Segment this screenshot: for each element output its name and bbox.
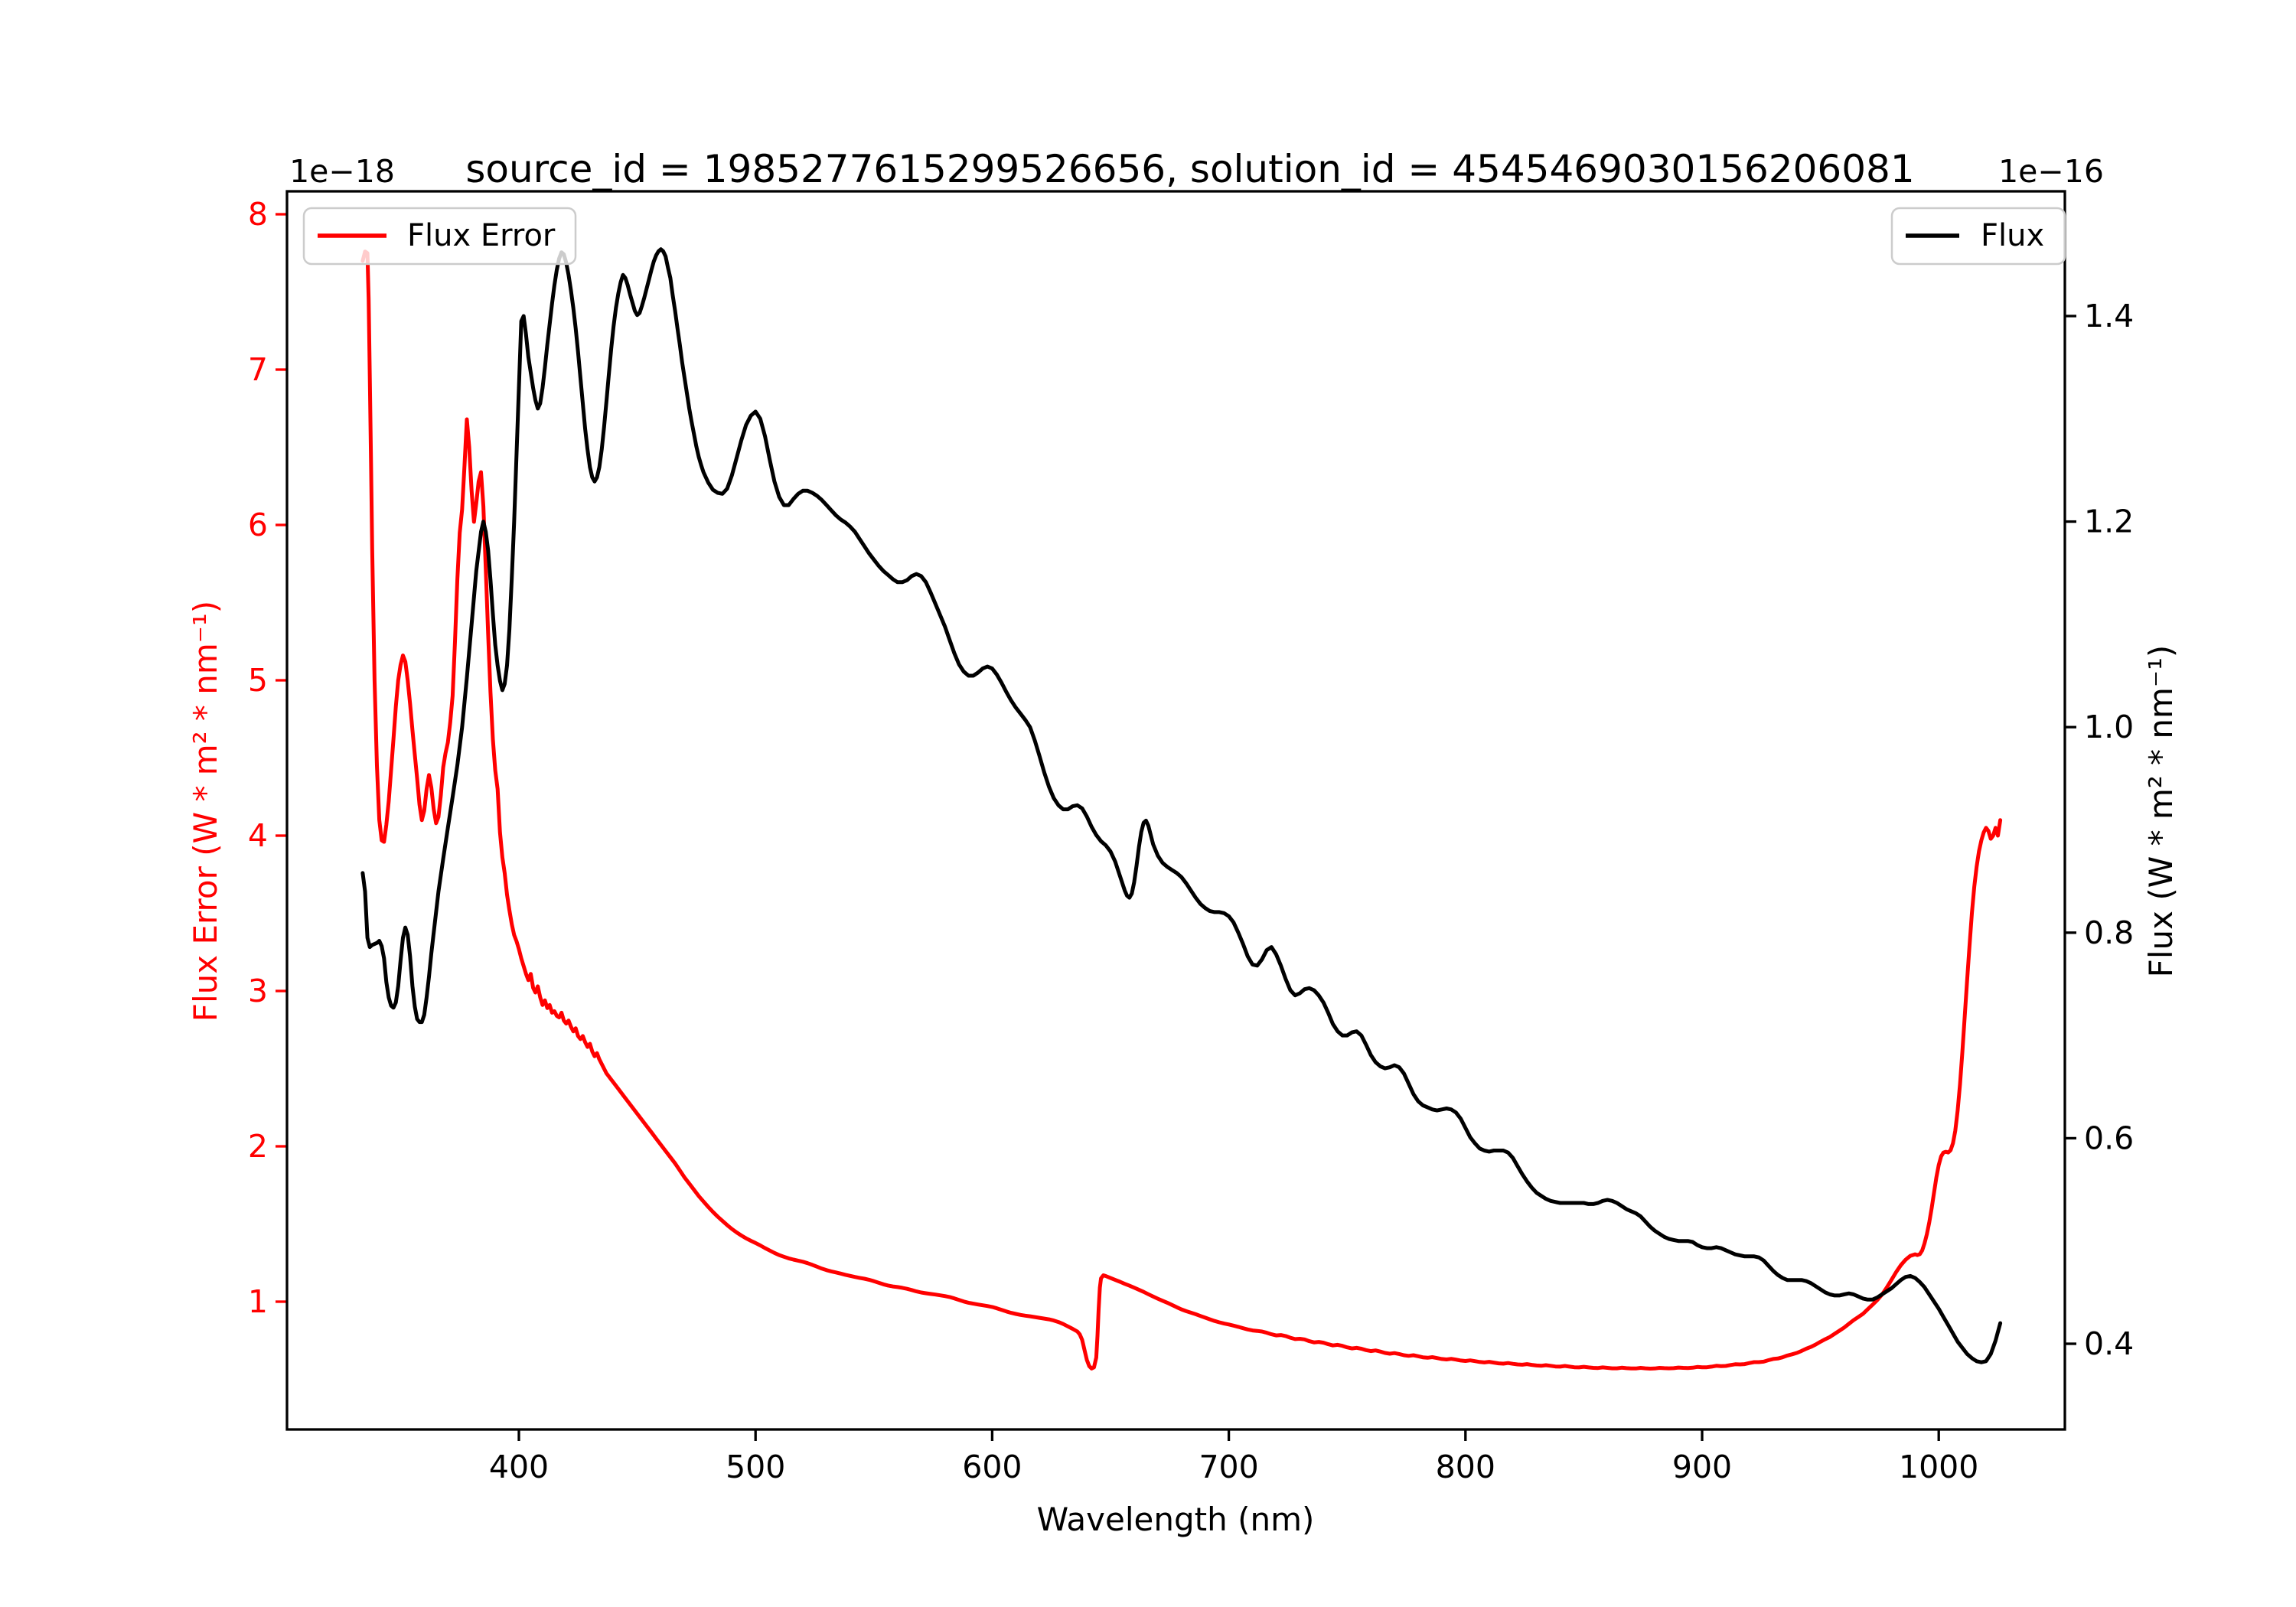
y-right-axis-label: Flux (W * m² * nm⁻¹) (2142, 645, 2180, 978)
x-tick-label: 800 (1436, 1449, 1495, 1485)
flux-line[interactable] (360, 247, 2003, 1364)
x-tick-label: 500 (726, 1449, 785, 1485)
legend-flux-error-box (302, 207, 577, 266)
flux-error-line[interactable] (360, 249, 2003, 1371)
y-right-tick-label: 1.2 (2084, 504, 2134, 540)
y-left-axis-label: Flux Error (W * m² * nm⁻¹) (187, 601, 224, 1022)
x-tick-label: 600 (962, 1449, 1022, 1485)
y-left-tick-label: 5 (248, 662, 268, 699)
y-left-tick-label: 4 (248, 817, 268, 854)
y-left-tick-label: 2 (248, 1128, 268, 1165)
plot-title: source_id = 1985277615299526656, solutio… (465, 147, 1914, 191)
y-left-tick-label: 1 (248, 1283, 268, 1320)
x-tick-label: 900 (1672, 1449, 1732, 1485)
x-tick-label: 700 (1199, 1449, 1258, 1485)
y-right-tick-label: 0.4 (2084, 1325, 2134, 1362)
x-tick-label: 400 (489, 1449, 549, 1485)
plot-frame (285, 190, 2066, 1431)
y-left-tick-label: 8 (248, 196, 268, 233)
y-right-tick-label: 0.8 (2084, 914, 2134, 951)
legend-flux[interactable]: Flux (1890, 207, 2066, 266)
legend-flux-box (1890, 207, 2066, 266)
y-right-tick-label: 1.4 (2084, 298, 2134, 334)
x-tick-label: 1000 (1899, 1449, 1978, 1485)
y-right-tick-label: 0.6 (2084, 1120, 2134, 1156)
x-axis-ticks: 400 500 600 700 800 900 1000 (489, 1429, 1978, 1485)
y-left-tick-label: 7 (248, 351, 268, 388)
x-axis-label: Wavelength (nm) (1037, 1501, 1315, 1538)
y-left-offset-text: 1e−18 (289, 153, 395, 190)
y-right-tick-label: 1.0 (2084, 709, 2134, 745)
y-right-axis-ticks: 0.4 0.6 0.8 1.0 1.2 1.4 (2065, 298, 2134, 1362)
legend-flux-error-label: Flux Error (407, 218, 556, 253)
y-right-offset-text: 1e−16 (1998, 153, 2104, 190)
y-left-tick-label: 6 (248, 507, 268, 543)
legend-flux-label: Flux (1981, 218, 2044, 253)
y-left-tick-label: 3 (248, 973, 268, 1009)
legend-flux-error[interactable]: Flux Error (302, 207, 577, 266)
curves-group (360, 247, 2003, 1371)
y-left-axis-ticks: 1 2 3 4 5 6 7 8 (248, 196, 287, 1320)
